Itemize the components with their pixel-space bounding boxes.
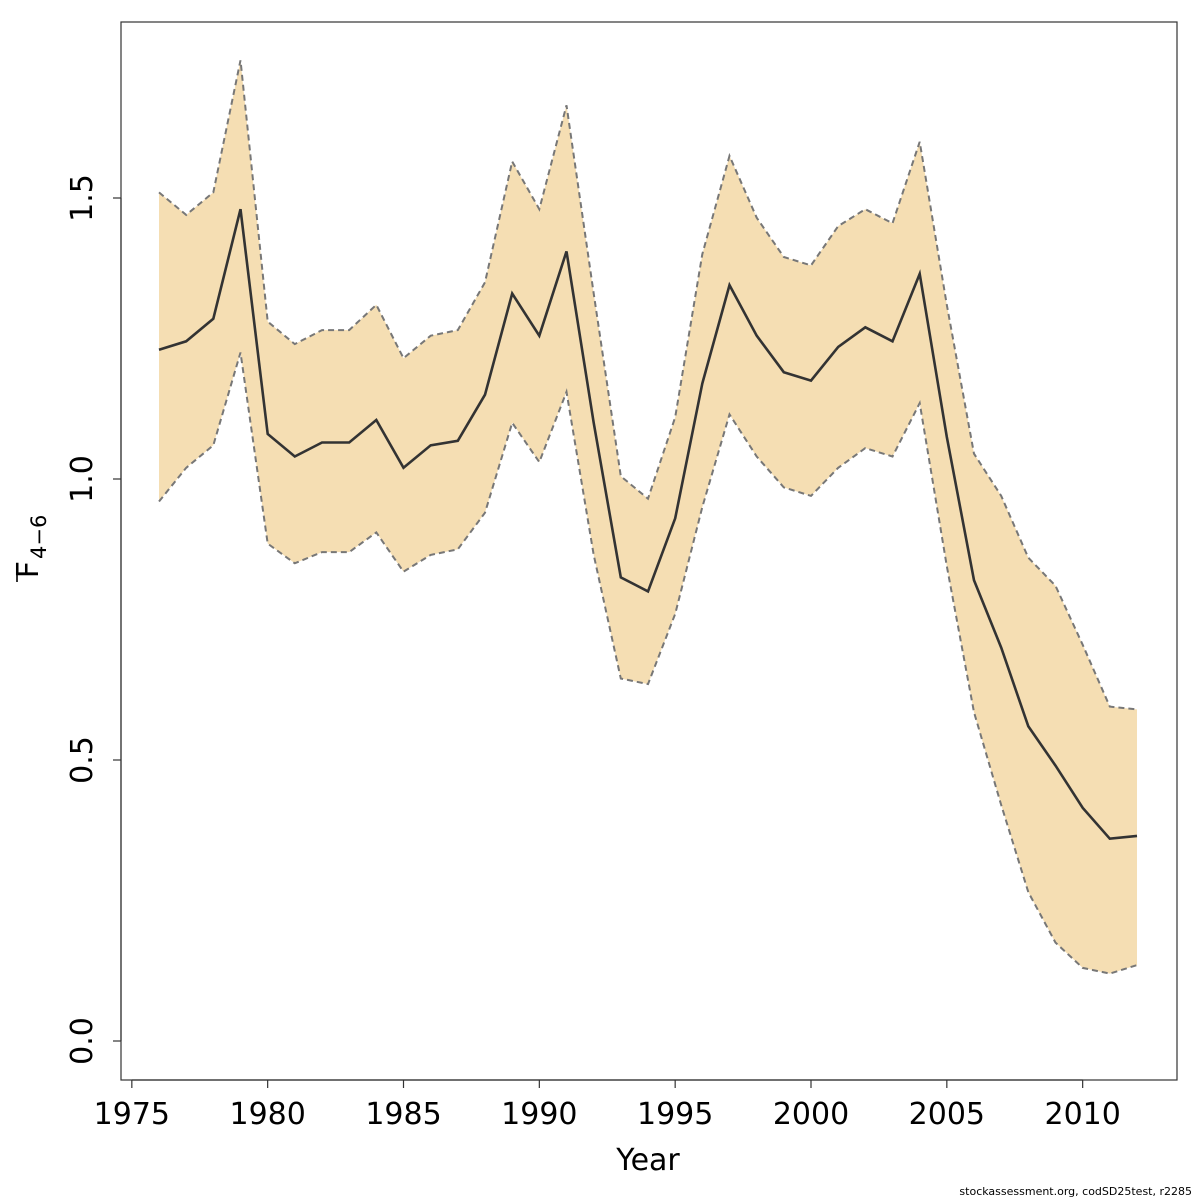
x-tick-label: 1985 (365, 1097, 441, 1132)
x-tick-label: 1975 (94, 1097, 170, 1132)
x-tick-label: 2010 (1044, 1097, 1120, 1132)
estimate-line-layer (158, 208, 1138, 841)
source-credit: stockassessment.org, codSD25test, r2285 (959, 1185, 1192, 1198)
upper-bound-line (158, 60, 1138, 711)
confidence-band-layer (159, 60, 1137, 974)
y-tick-label: 0.5 (65, 736, 100, 784)
y-axis-title: F 4−6 (11, 515, 51, 582)
x-tick-label: 1980 (229, 1097, 305, 1132)
x-tick-label: 2000 (773, 1097, 849, 1132)
y-tick-label: 1.0 (65, 455, 100, 503)
y-axis-title-text: F (11, 561, 46, 578)
x-tick-label: 2005 (909, 1097, 985, 1132)
y-tick-label: 1.5 (65, 174, 100, 222)
x-tick-label: 1995 (637, 1097, 713, 1132)
x-axis-title: Year (615, 1143, 680, 1178)
estimate-line (158, 208, 1138, 841)
y-axis-title-subscript: 4−6 (27, 515, 51, 559)
confidence-band (159, 60, 1137, 974)
confidence-bounds-layer (158, 60, 1138, 975)
y-tick-label: 0.0 (65, 1017, 100, 1065)
y-axis: 0.0 0.5 1.0 1.5 (65, 174, 122, 1065)
x-tick-label: 1990 (501, 1097, 577, 1132)
lower-bound-line (158, 352, 1138, 975)
x-axis: 1975 1980 1985 1990 1995 2000 2005 2010 (94, 1079, 1121, 1132)
